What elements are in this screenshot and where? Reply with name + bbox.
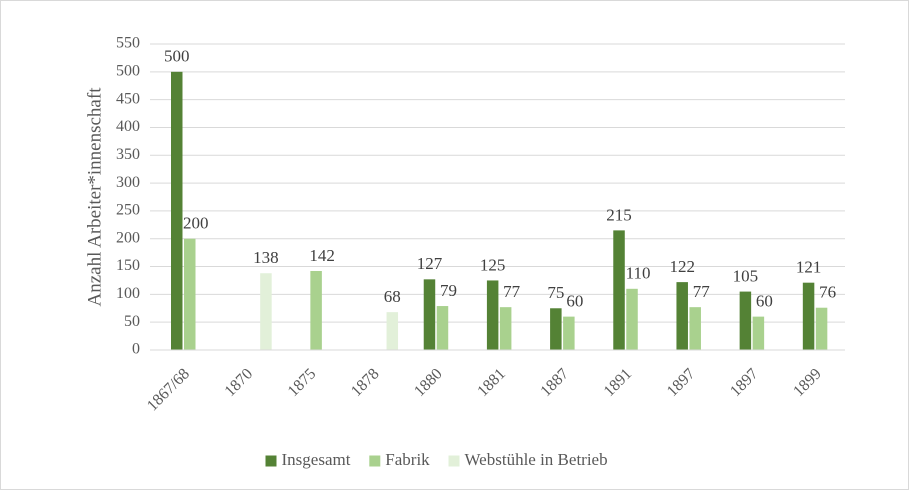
legend-label: Fabrik xyxy=(385,450,430,469)
bar xyxy=(689,307,701,350)
legend-label: Webstühle in Betrieb xyxy=(465,450,608,469)
y-tick-label: 50 xyxy=(124,313,140,330)
y-tick-label: 500 xyxy=(116,62,140,79)
y-tick-label: 550 xyxy=(116,35,140,52)
bar xyxy=(260,273,272,350)
y-tick-label: 150 xyxy=(116,257,140,274)
value-label: 200 xyxy=(183,214,209,233)
value-label: 68 xyxy=(384,287,401,306)
bar xyxy=(752,316,765,350)
bar xyxy=(550,308,562,350)
bar xyxy=(486,280,499,350)
y-tick-label: 400 xyxy=(116,118,140,135)
bar xyxy=(184,238,196,350)
bar xyxy=(613,230,625,350)
value-label: 105 xyxy=(733,266,759,285)
y-tick-label: 350 xyxy=(116,146,140,163)
value-label: 215 xyxy=(606,205,632,224)
value-label: 138 xyxy=(253,248,279,267)
bar xyxy=(310,270,322,350)
value-label: 127 xyxy=(417,254,443,273)
bar xyxy=(499,307,512,350)
bar xyxy=(436,306,449,350)
bar xyxy=(423,279,436,350)
value-label: 110 xyxy=(626,264,651,283)
value-label: 79 xyxy=(440,281,457,300)
bar xyxy=(171,71,183,351)
value-label: 122 xyxy=(669,257,695,276)
legend-swatch xyxy=(265,455,277,467)
bar xyxy=(386,312,399,350)
y-tick-label: 300 xyxy=(116,174,140,191)
value-label: 60 xyxy=(756,292,773,311)
value-label: 77 xyxy=(503,282,521,301)
y-tick-label: 450 xyxy=(116,90,140,107)
y-tick-label: 100 xyxy=(116,285,140,302)
value-label: 60 xyxy=(566,292,583,311)
bar xyxy=(676,282,688,350)
value-label: 75 xyxy=(547,283,564,302)
bar xyxy=(815,307,828,350)
value-label: 500 xyxy=(164,47,190,66)
y-tick-label: 0 xyxy=(132,341,140,358)
value-label: 76 xyxy=(819,283,836,302)
value-label: 125 xyxy=(480,255,506,274)
legend-swatch xyxy=(448,455,460,467)
bar xyxy=(563,316,575,350)
value-label: 121 xyxy=(796,258,822,277)
value-label: 77 xyxy=(693,282,711,301)
y-tick-label: 250 xyxy=(116,202,140,219)
bar xyxy=(626,288,638,350)
bar xyxy=(802,282,815,350)
legend-swatch xyxy=(369,455,381,467)
bar xyxy=(739,291,752,350)
legend-label: Insgesamt xyxy=(282,450,351,469)
y-tick-label: 200 xyxy=(116,229,140,246)
y-axis-title: Anzahl Arbeiter*innenschaft xyxy=(84,87,105,307)
value-label: 142 xyxy=(309,246,335,265)
